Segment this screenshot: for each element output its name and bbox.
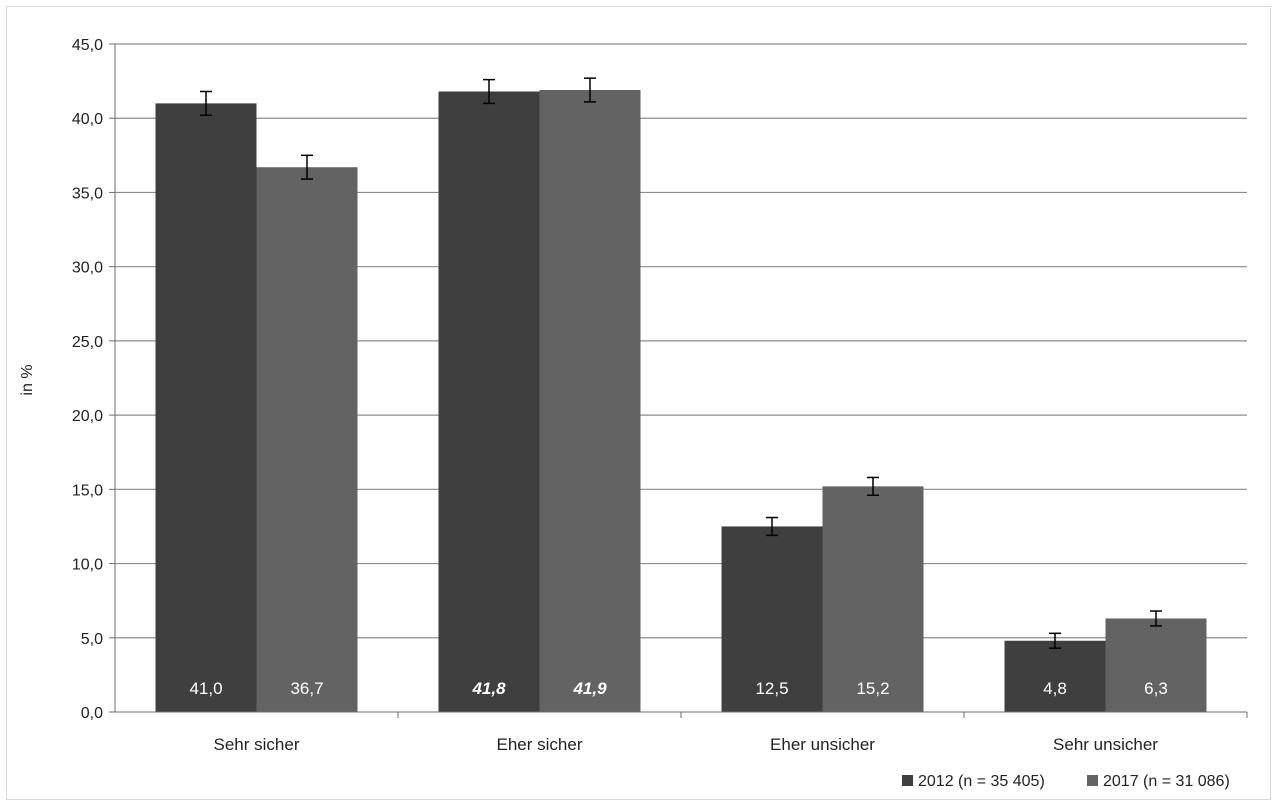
data-label: 12,5 (755, 679, 788, 698)
legend-swatch (1087, 775, 1098, 786)
data-label: 15,2 (856, 679, 889, 698)
bar (721, 526, 823, 712)
y-tick-label: 45,0 (72, 37, 103, 54)
bar (438, 91, 540, 713)
bar (1004, 640, 1106, 712)
y-tick-label: 35,0 (72, 185, 103, 202)
y-tick-label: 40,0 (72, 111, 103, 128)
y-tick-label: 20,0 (72, 408, 103, 425)
y-tick-label: 10,0 (72, 557, 103, 574)
data-label: 41,9 (572, 679, 607, 698)
data-label: 36,7 (290, 679, 323, 698)
bar (822, 486, 924, 712)
x-tick-label: Eher sicher (497, 735, 583, 754)
bar (256, 167, 358, 713)
data-label: 6,3 (1144, 679, 1168, 698)
y-tick-label: 30,0 (72, 260, 103, 277)
axes: 0,0 5,0 10,0 15,0 20,0 25,0 30,0 35,0 40,0 45,0 Se… (72, 37, 1248, 754)
bar (155, 103, 257, 712)
data-label: 4,8 (1043, 679, 1067, 698)
y-tick-label: 25,0 (72, 334, 103, 351)
bar (1105, 618, 1207, 712)
legend-label: 2012 (n = 35 405) (918, 773, 1045, 790)
x-tick-label: Sehr sicher (214, 735, 300, 754)
x-tick-label: Sehr unsicher (1053, 735, 1158, 754)
y-tick-label: 15,0 (72, 482, 103, 499)
legend-swatch (902, 775, 913, 786)
bar (539, 90, 641, 713)
chart-frame (6, 6, 1271, 800)
legend-label: 2017 (n = 31 086) (1103, 773, 1230, 790)
bars: 41,0 36,7 41,8 41,9 12,5 15,2 4,8 6,3 (155, 77, 1207, 713)
data-label: 41,8 (471, 679, 506, 698)
y-tick-label: 0,0 (81, 705, 103, 722)
y-tick-label: 5,0 (81, 631, 103, 648)
data-label: 41,0 (189, 679, 222, 698)
y-axis-label: in % (19, 364, 36, 395)
legend: 2012 (n = 35 405) 2017 (n = 31 086) (902, 773, 1230, 790)
x-tick-label: Eher unsicher (770, 735, 875, 754)
